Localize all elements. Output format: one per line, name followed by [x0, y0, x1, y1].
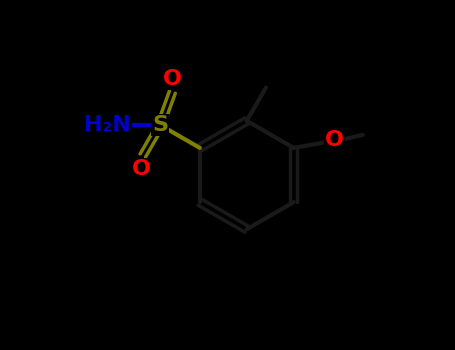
Text: O: O [163, 69, 182, 89]
Text: O: O [325, 131, 344, 150]
Text: O: O [131, 159, 151, 179]
Text: H₂N: H₂N [85, 115, 131, 135]
Text: S: S [152, 115, 168, 135]
